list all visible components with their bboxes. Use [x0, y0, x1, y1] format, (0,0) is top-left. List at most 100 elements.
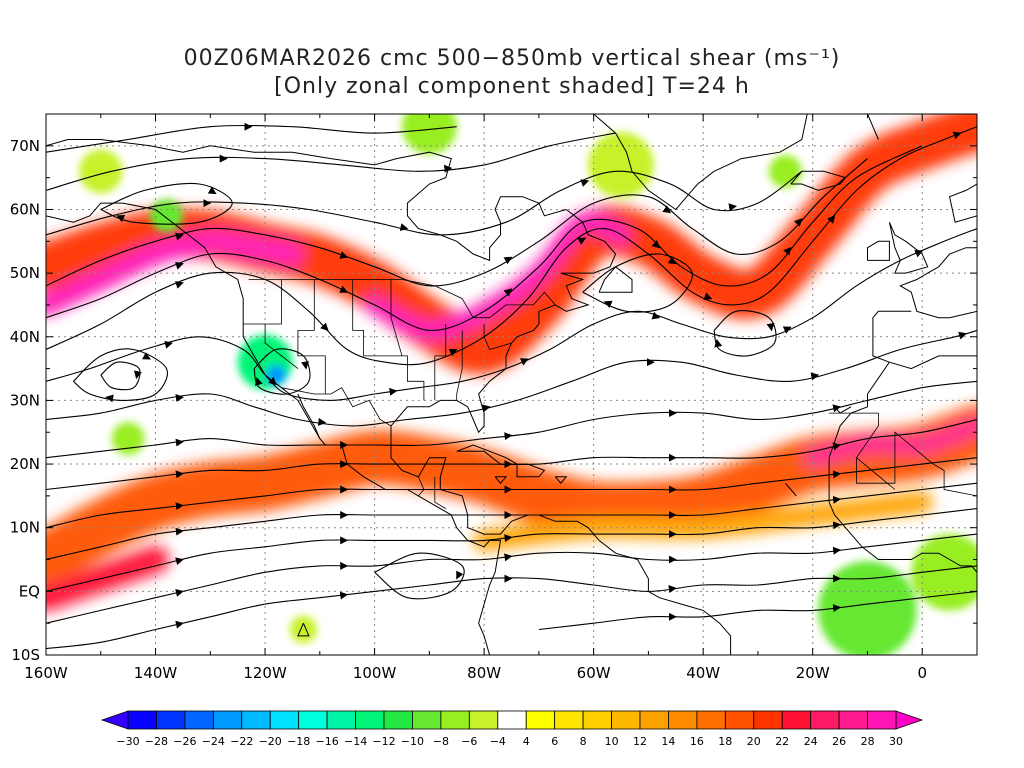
flow-arrow	[577, 237, 587, 245]
colorbar-label: 22	[775, 735, 789, 748]
colorbar-label: 6	[551, 735, 558, 748]
y-tick-label: EQ	[19, 582, 40, 600]
coastline	[790, 170, 847, 191]
streamline	[46, 126, 977, 366]
flow-arrow	[175, 620, 184, 629]
flow-arrow	[175, 232, 184, 241]
x-tick-label: 40W	[686, 664, 720, 682]
colorbar-swatch	[497, 710, 527, 730]
flow-arrow	[456, 570, 464, 580]
colorbar-swatch	[241, 710, 271, 730]
flow-arrow	[174, 281, 184, 289]
map-axes: 160W 140W 120W 100W 80W 60W 40W 20W 0 70N 60N 50N 40…	[10, 113, 978, 682]
shear-blob	[818, 561, 917, 655]
colorbar-label: −8	[433, 735, 449, 748]
flow-arrow	[174, 262, 184, 270]
colorbar-swatch	[298, 710, 328, 730]
title-line-1: 00Z06MAR2026 cmc 500−850mb vertical shea…	[183, 46, 841, 71]
y-tick-label: 70N	[10, 137, 40, 155]
colorbar-label: 26	[832, 735, 846, 748]
border-line	[434, 476, 447, 509]
coastline	[46, 202, 502, 655]
streamline	[46, 132, 616, 191]
x-tick-label: 140W	[134, 664, 178, 682]
x-tick-label: 160W	[24, 664, 68, 682]
shear-blob	[402, 114, 457, 155]
colorbar-label: −10	[401, 735, 424, 748]
colorbar-label: 10	[605, 735, 619, 748]
colorbar-swatch	[468, 710, 499, 730]
flow-arrow	[603, 300, 613, 309]
x-tick-label: 100W	[353, 664, 397, 682]
flow-arrow	[832, 442, 842, 451]
y-tick-label: 10N	[10, 519, 40, 537]
y-tick-label: 50N	[10, 264, 40, 282]
shear-blob	[289, 615, 318, 644]
colorbar-swatch	[838, 710, 868, 730]
flow-arrow	[339, 285, 349, 293]
coastline	[593, 114, 633, 172]
flow-arrow	[339, 251, 349, 259]
lat-lon-grid	[46, 114, 977, 655]
x-tick-label: 20W	[796, 664, 830, 682]
flow-arrow	[667, 256, 677, 265]
shear-blob	[768, 154, 802, 188]
border-line	[483, 324, 512, 350]
y-tick-label: 10S	[11, 646, 40, 664]
streamline	[713, 310, 777, 357]
colorbar-label: −20	[259, 735, 282, 748]
colorbar-swatch	[212, 710, 243, 730]
border-line	[264, 324, 299, 369]
x-tick-label: 60W	[577, 664, 611, 682]
y-tick-label: 40N	[10, 328, 40, 346]
streamline	[582, 253, 693, 313]
colorbar-label: −14	[344, 735, 367, 748]
flow-arrow	[580, 179, 590, 187]
colorbar-label: 12	[633, 735, 647, 748]
colorbar-swatch	[412, 710, 442, 730]
shear-blob	[266, 365, 286, 385]
y-tick-label: 60N	[10, 200, 40, 218]
border-line	[352, 279, 425, 401]
flow-arrow	[952, 131, 962, 140]
colorbar-swatch	[184, 710, 214, 730]
colorbar-label: −26	[173, 735, 196, 748]
flow-arrow	[399, 223, 409, 232]
streamline	[100, 182, 233, 225]
border-line	[248, 279, 556, 319]
title-line-2: [Only zonal component shaded] T=24 h	[274, 74, 750, 99]
colorbar-label: −18	[287, 735, 310, 748]
flow-arrow	[268, 376, 277, 386]
flow-arrow	[164, 340, 173, 349]
shear-band	[46, 230, 304, 316]
political-borders	[243, 279, 977, 509]
flow-arrow	[651, 240, 661, 249]
colorbar-label: 28	[861, 735, 875, 748]
colorbar-label: −4	[490, 735, 506, 748]
colorbar-swatch	[127, 710, 157, 730]
y-tick-label: 20N	[10, 455, 40, 473]
colorbar-swatch	[639, 710, 669, 730]
border-line	[243, 279, 282, 325]
colorbar-label: 20	[747, 735, 761, 748]
coastline	[631, 114, 808, 211]
streamline	[46, 145, 923, 331]
streamline	[46, 158, 868, 287]
colorbar-over-triangle	[895, 710, 924, 730]
x-tick-label: 0	[917, 664, 927, 682]
streamline	[538, 590, 977, 631]
streamline	[46, 329, 977, 427]
coastline	[867, 240, 890, 261]
border-line	[281, 387, 392, 427]
colorbar-label: −16	[315, 735, 338, 748]
flow-arrow	[175, 557, 184, 566]
colorbar-label: −6	[461, 735, 477, 748]
colorbar-swatch	[753, 710, 783, 730]
colorbar-label: −12	[372, 735, 395, 748]
x-tick-label: 80W	[467, 664, 501, 682]
colorbar-label: 30	[889, 735, 903, 748]
colorbar-swatch	[440, 710, 470, 730]
colorbar-swatch	[525, 710, 556, 730]
